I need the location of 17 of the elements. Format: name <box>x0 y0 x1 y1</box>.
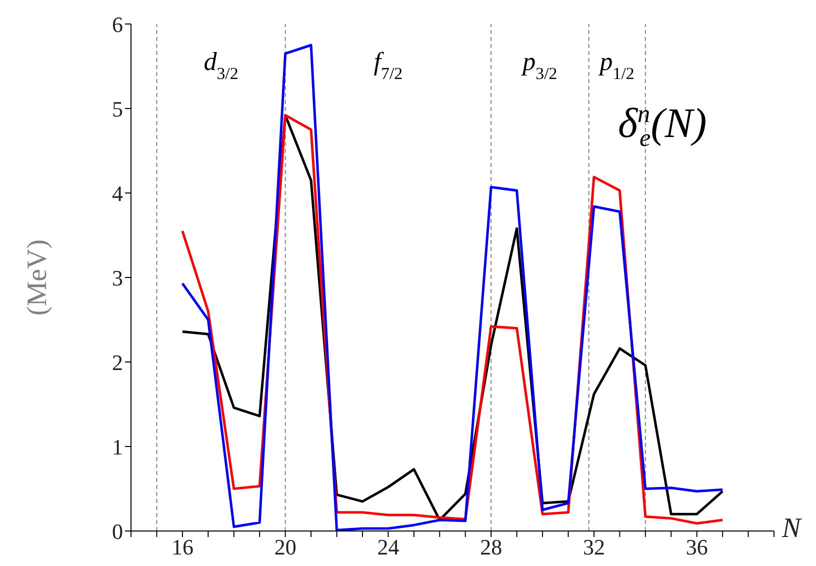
x-tick-label: 36 <box>686 534 708 560</box>
x-tick-label: 24 <box>377 534 400 560</box>
y-tick-label: 2 <box>112 350 123 375</box>
y-tick-label: 0 <box>112 518 123 544</box>
x-tick-label: 20 <box>274 534 296 560</box>
y-tick-label: 3 <box>112 265 123 290</box>
y-tick-label: 1 <box>112 434 123 460</box>
x-tick-label: 28 <box>480 534 502 560</box>
x-axis-title: N <box>781 513 802 544</box>
y-axis-title: (MeV) <box>22 239 53 316</box>
line-series <box>181 44 724 531</box>
text: δ$^{n}$$_{e}$(N) <box>618 100 707 154</box>
y-tick-label: 5 <box>112 96 123 122</box>
y-tick-label: 4 <box>112 180 123 206</box>
x-tick-label: 16 <box>171 534 194 560</box>
y-tick-label: 6 <box>112 12 123 37</box>
x-tick-label: 32 <box>582 534 605 560</box>
